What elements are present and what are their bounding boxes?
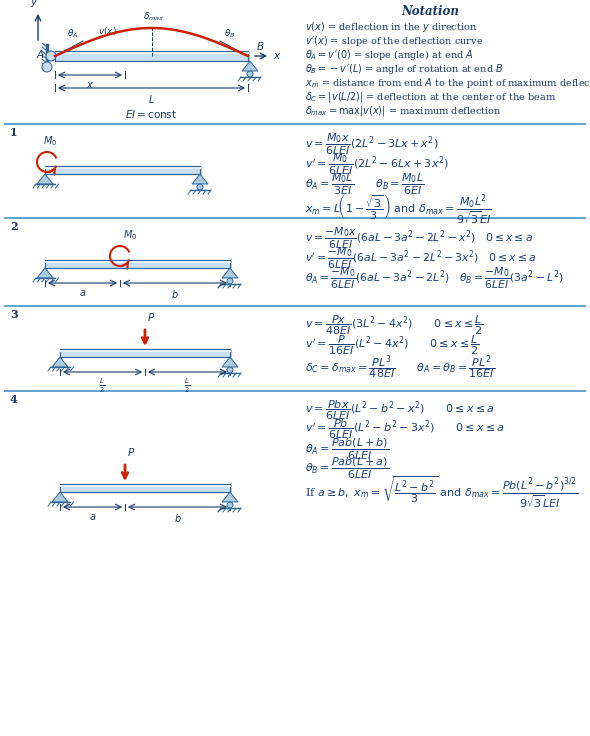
Text: Notation: Notation <box>401 5 459 18</box>
Text: $M_0$: $M_0$ <box>43 134 57 148</box>
Polygon shape <box>37 268 53 278</box>
Text: $v = \dfrac{M_0 x}{6LEI}(2L^2 - 3Lx + x^2)$: $v = \dfrac{M_0 x}{6LEI}(2L^2 - 3Lx + x^… <box>305 132 438 158</box>
Polygon shape <box>60 349 230 357</box>
Circle shape <box>46 51 56 61</box>
Text: $v = \dfrac{Px}{48EI}(3L^2 - 4x^2)$$\qquad 0 \leq x \leq \dfrac{L}{2}$: $v = \dfrac{Px}{48EI}(3L^2 - 4x^2)$$\qqu… <box>305 314 484 338</box>
Text: $\theta_A = \dfrac{Pab(L + b)}{6LEI}$: $\theta_A = \dfrac{Pab(L + b)}{6LEI}$ <box>305 437 389 462</box>
Text: $B$: $B$ <box>256 40 264 52</box>
Text: $A$: $A$ <box>36 48 45 60</box>
Text: $v' = \dfrac{P}{16EI}(L^2 - 4x^2)$$\qquad 0 \leq x \leq \dfrac{L}{2}$: $v' = \dfrac{P}{16EI}(L^2 - 4x^2)$$\qqua… <box>305 334 480 358</box>
Polygon shape <box>45 166 200 174</box>
Text: $\frac{L}{2}$: $\frac{L}{2}$ <box>184 377 191 395</box>
Text: $\frac{L}{2}$: $\frac{L}{2}$ <box>99 377 106 395</box>
Text: $b$: $b$ <box>171 288 179 300</box>
Polygon shape <box>60 350 232 358</box>
Text: $v(x)$: $v(x)$ <box>97 25 116 37</box>
Text: $a$: $a$ <box>89 512 96 522</box>
Text: $v' = \dfrac{-M_0}{6LEI}(6aL - 3a^2 - 2L^2 - 3x^2)$$\quad 0 \leq x \leq a$: $v' = \dfrac{-M_0}{6LEI}(6aL - 3a^2 - 2L… <box>305 246 536 271</box>
Polygon shape <box>60 485 232 493</box>
Text: $x_m$ = distance from end $A$ to the point of maximum deflection: $x_m$ = distance from end $A$ to the poi… <box>305 76 590 90</box>
Text: $y$: $y$ <box>30 0 38 9</box>
Circle shape <box>197 184 203 190</box>
Text: $P$: $P$ <box>147 311 155 323</box>
Text: $\theta_B = \dfrac{Pab(L + a)}{6LEI}$: $\theta_B = \dfrac{Pab(L + a)}{6LEI}$ <box>305 456 389 481</box>
Text: $\theta_A = v'(0)$ = slope (angle) at end $A$: $\theta_A = v'(0)$ = slope (angle) at en… <box>305 48 474 62</box>
Polygon shape <box>222 492 238 502</box>
Text: 2: 2 <box>10 221 18 232</box>
Polygon shape <box>55 52 250 62</box>
Text: $v = \dfrac{Pbx}{6LEI}(L^2 - b^2 - x^2)$$\qquad 0 \leq x \leq a$: $v = \dfrac{Pbx}{6LEI}(L^2 - b^2 - x^2)$… <box>305 399 494 422</box>
Text: $v' = \dfrac{M_0}{6LEI}(2L^2 - 6Lx + 3x^2)$: $v' = \dfrac{M_0}{6LEI}(2L^2 - 6Lx + 3x^… <box>305 152 449 177</box>
Text: 1: 1 <box>10 127 18 138</box>
Text: $\theta_A$: $\theta_A$ <box>67 27 78 40</box>
Polygon shape <box>60 484 230 492</box>
Polygon shape <box>45 65 50 70</box>
Text: $L$: $L$ <box>148 93 155 105</box>
Text: $M_0$: $M_0$ <box>123 228 137 242</box>
Text: $EI = \mathrm{const}$: $EI = \mathrm{const}$ <box>125 108 178 120</box>
Text: $v' = \dfrac{Pb}{6LEI}(L^2 - b^2 - 3x^2)$$\qquad 0 \leq x \leq a$: $v' = \dfrac{Pb}{6LEI}(L^2 - b^2 - 3x^2)… <box>305 418 504 442</box>
Text: $\theta_B = -v'(L)$ = angle of rotation at end $B$: $\theta_B = -v'(L)$ = angle of rotation … <box>305 62 503 76</box>
Circle shape <box>227 278 233 284</box>
Text: $x$: $x$ <box>86 80 94 90</box>
Circle shape <box>227 367 233 373</box>
Circle shape <box>247 71 253 77</box>
Text: $P$: $P$ <box>127 446 135 458</box>
Text: $x_m = L\!\left(1 - \dfrac{\sqrt{3}}{3}\right)\ \mathrm{and}\ \delta_{max} = \df: $x_m = L\!\left(1 - \dfrac{\sqrt{3}}{3}\… <box>305 192 491 226</box>
Text: $a$: $a$ <box>79 288 86 298</box>
Polygon shape <box>52 357 68 367</box>
Text: $\delta_{max}$: $\delta_{max}$ <box>143 10 164 23</box>
Text: 4: 4 <box>10 394 18 405</box>
Polygon shape <box>242 61 258 71</box>
Polygon shape <box>45 167 202 175</box>
Circle shape <box>227 502 233 508</box>
Text: $\theta_B$: $\theta_B$ <box>224 27 236 40</box>
Polygon shape <box>45 261 232 269</box>
Text: $x$: $x$ <box>273 51 281 61</box>
Polygon shape <box>52 492 68 502</box>
Text: $b$: $b$ <box>173 512 181 524</box>
Circle shape <box>42 62 52 72</box>
Text: $v'(x)$ = slope of the deflection curve: $v'(x)$ = slope of the deflection curve <box>305 34 483 48</box>
Text: $\theta_A = \dfrac{-M_0}{6LEI}(6aL - 3a^2 - 2L^2)$$\quad \theta_B = \dfrac{-M_0}: $\theta_A = \dfrac{-M_0}{6LEI}(6aL - 3a^… <box>305 266 563 291</box>
Polygon shape <box>37 174 53 184</box>
Text: $\delta_C = |v(L/2)|$ = deflection at the center of the beam: $\delta_C = |v(L/2)|$ = deflection at th… <box>305 90 556 104</box>
Text: 3: 3 <box>10 309 18 320</box>
Text: If $a \geq b,\ x_m = \sqrt{\dfrac{L^2 - b^2}{3}}\ \mathrm{and}\ \delta_{max} = \: If $a \geq b,\ x_m = \sqrt{\dfrac{L^2 - … <box>305 475 578 510</box>
Text: $v = \dfrac{-M_0 x}{6LEI}(6aL - 3a^2 - 2L^2 - x^2)$$\quad 0 \leq x \leq a$: $v = \dfrac{-M_0 x}{6LEI}(6aL - 3a^2 - 2… <box>305 226 533 251</box>
Polygon shape <box>222 268 238 278</box>
Text: $\delta_{max} = \mathrm{max}|v(x)|$ = maximum deflection: $\delta_{max} = \mathrm{max}|v(x)|$ = ma… <box>305 104 502 118</box>
Text: $\delta_C = \delta_{max} = \dfrac{PL^3}{48EI} \qquad \theta_A = \theta_B = \dfra: $\delta_C = \delta_{max} = \dfrac{PL^3}{… <box>305 354 495 382</box>
Text: $v(x)$ = deflection in the $y$ direction: $v(x)$ = deflection in the $y$ direction <box>305 20 477 34</box>
Polygon shape <box>222 357 238 367</box>
Polygon shape <box>45 260 230 268</box>
Polygon shape <box>192 174 208 184</box>
Text: $\theta_A = \dfrac{M_0 L}{3EI} \qquad \theta_B = \dfrac{M_0 L}{6EI}$: $\theta_A = \dfrac{M_0 L}{3EI} \qquad \t… <box>305 172 424 197</box>
Polygon shape <box>55 51 248 61</box>
